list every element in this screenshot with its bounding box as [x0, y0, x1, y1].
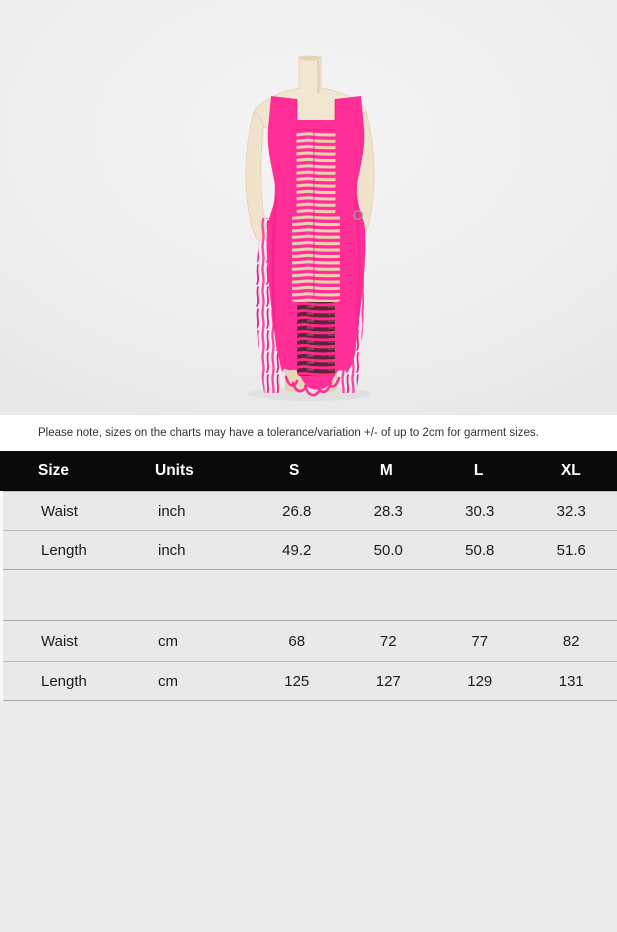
neck-shading: [318, 60, 319, 93]
mannequin-neck-top: [299, 56, 321, 61]
value-cell: 28.3: [343, 503, 435, 520]
value-cell: 77: [434, 633, 526, 650]
units-cell: inch: [153, 542, 251, 559]
value-cell: 68: [251, 633, 343, 650]
value-cell: 82: [526, 633, 617, 650]
size-note-text: Please note, sizes on the charts may hav…: [38, 427, 539, 439]
value-cell: 131: [526, 673, 617, 690]
size-chart-header-row: Size Units S M L XL: [0, 451, 617, 491]
dress-ladder-lower: [297, 302, 335, 376]
value-cell: 30.3: [434, 503, 526, 520]
value-cell: 49.2: [251, 542, 343, 559]
dress-ladder-mid: [292, 214, 340, 302]
header-cell-m: M: [340, 462, 432, 480]
table-row-waist-cm: Waist cm 68 72 77 82: [3, 620, 617, 661]
value-cell: 32.3: [526, 503, 617, 520]
value-cell: 72: [343, 633, 435, 650]
value-cell: 125: [251, 673, 343, 690]
value-cell: 51.6: [526, 542, 617, 559]
value-cell: 127: [343, 673, 435, 690]
value-cell: 26.8: [251, 503, 343, 520]
size-chart-body: Waist inch 26.8 28.3 30.3 32.3 Length in…: [0, 491, 617, 701]
header-cell-xl: XL: [525, 462, 617, 480]
label-cell: Length: [3, 542, 153, 559]
table-row-length-inch: Length inch 49.2 50.0 50.8 51.6: [3, 530, 617, 569]
label-cell: Length: [3, 673, 153, 690]
size-chart-table: Size Units S M L XL Waist inch 26.8 28.3…: [0, 451, 617, 701]
header-cell-units: Units: [150, 462, 248, 480]
product-image: [0, 0, 617, 415]
header-cell-l: L: [433, 462, 525, 480]
value-cell: 50.8: [434, 542, 526, 559]
value-cell: 129: [434, 673, 526, 690]
units-cell: cm: [153, 673, 251, 690]
header-cell-size: Size: [0, 462, 150, 480]
header-cell-s: S: [248, 462, 340, 480]
table-spacer-row: [3, 569, 617, 620]
table-row-length-cm: Length cm 125 127 129 131: [3, 661, 617, 701]
empty-footer-area: [0, 701, 617, 932]
units-cell: cm: [153, 633, 251, 650]
label-cell: Waist: [3, 633, 153, 650]
value-cell: 50.0: [343, 542, 435, 559]
size-note-strip: Please note, sizes on the charts may hav…: [0, 415, 617, 451]
dress: [256, 96, 365, 395]
product-photo: [0, 0, 617, 415]
label-cell: Waist: [3, 503, 153, 520]
units-cell: inch: [153, 503, 251, 520]
dress-ladder-chest: [297, 130, 336, 214]
table-row-waist-inch: Waist inch 26.8 28.3 30.3 32.3: [3, 491, 617, 530]
